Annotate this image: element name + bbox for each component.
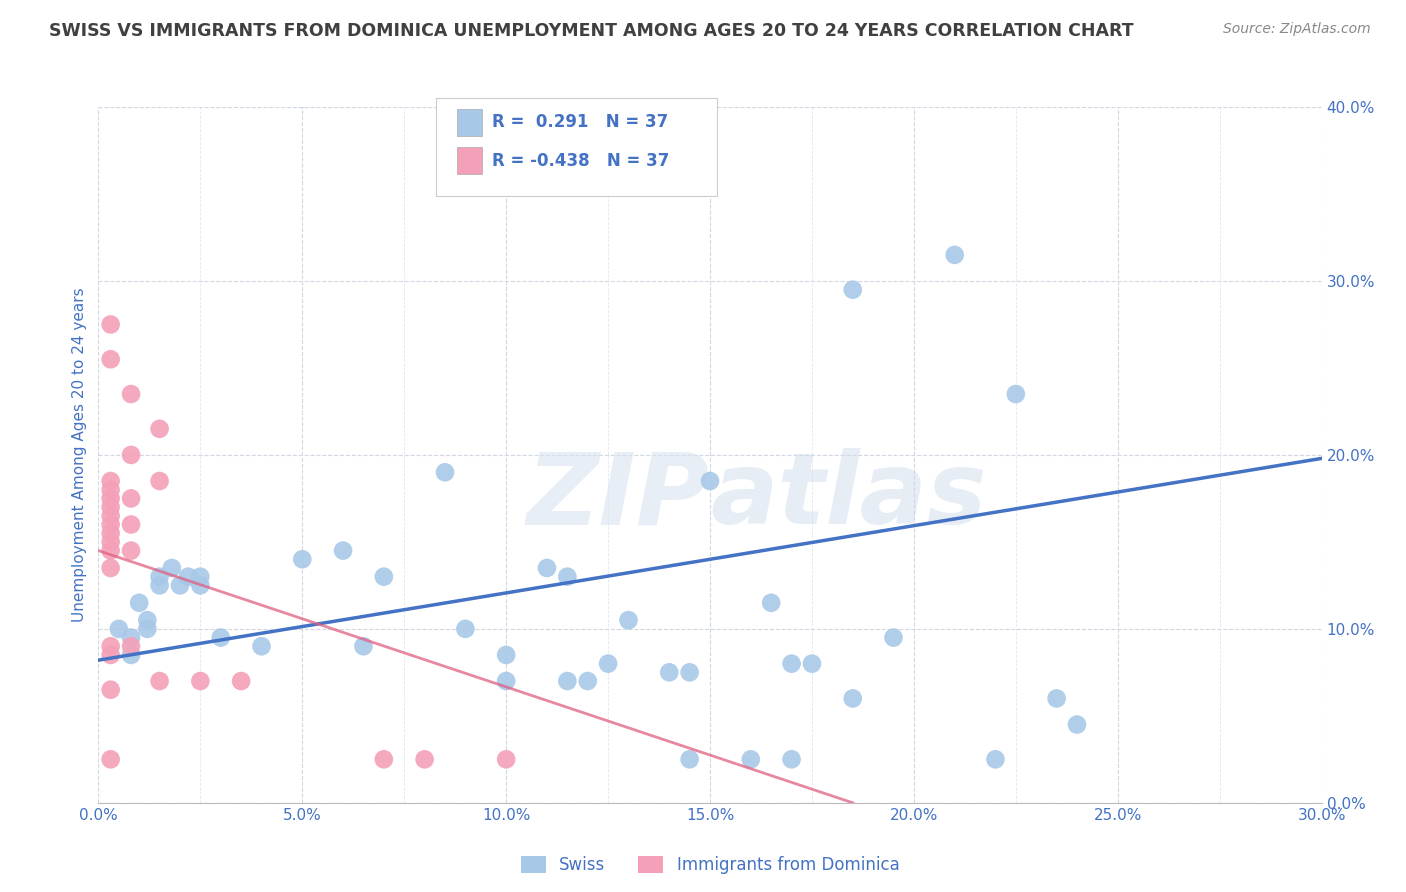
Point xyxy=(943,248,966,262)
Point xyxy=(100,561,122,575)
Point xyxy=(160,561,183,575)
Point xyxy=(120,543,142,558)
Point xyxy=(495,752,517,766)
Point xyxy=(352,639,374,653)
Point xyxy=(841,283,863,297)
Point xyxy=(120,387,142,401)
Point xyxy=(120,448,142,462)
Point xyxy=(188,570,212,584)
Text: R =  0.291   N = 37: R = 0.291 N = 37 xyxy=(492,113,668,131)
Point xyxy=(188,674,212,689)
Point xyxy=(598,657,620,671)
Point xyxy=(883,631,905,645)
Point xyxy=(100,639,122,653)
Point xyxy=(495,674,517,689)
Point xyxy=(536,561,558,575)
Point xyxy=(332,543,354,558)
Point xyxy=(250,639,273,653)
Point xyxy=(100,491,122,506)
Y-axis label: Unemployment Among Ages 20 to 24 years: Unemployment Among Ages 20 to 24 years xyxy=(72,287,87,623)
Point xyxy=(801,657,824,671)
Point xyxy=(373,570,395,584)
Point xyxy=(617,613,640,627)
Point xyxy=(658,665,681,680)
Point xyxy=(434,466,457,480)
Point xyxy=(679,752,702,766)
Point xyxy=(841,691,863,706)
Point xyxy=(149,422,172,436)
Point xyxy=(177,570,200,584)
Point xyxy=(149,578,172,592)
Text: SWISS VS IMMIGRANTS FROM DOMINICA UNEMPLOYMENT AMONG AGES 20 TO 24 YEARS CORRELA: SWISS VS IMMIGRANTS FROM DOMINICA UNEMPL… xyxy=(49,22,1133,40)
Point xyxy=(555,570,579,584)
Legend: Swiss, Immigrants from Dominica: Swiss, Immigrants from Dominica xyxy=(520,856,900,874)
Point xyxy=(231,674,253,689)
Point xyxy=(454,622,477,636)
Point xyxy=(169,578,191,592)
Point xyxy=(120,648,142,662)
Text: Source: ZipAtlas.com: Source: ZipAtlas.com xyxy=(1223,22,1371,37)
Point xyxy=(149,570,172,584)
Point xyxy=(100,508,122,523)
Point xyxy=(1004,387,1026,401)
Point xyxy=(100,352,122,367)
Point xyxy=(120,631,142,645)
Point xyxy=(761,596,783,610)
Point xyxy=(291,91,314,105)
Point xyxy=(679,665,702,680)
Point xyxy=(100,474,122,488)
Point xyxy=(495,648,517,662)
Text: ZIP: ZIP xyxy=(527,448,710,545)
Point xyxy=(100,752,122,766)
Point xyxy=(100,543,122,558)
Point xyxy=(108,622,131,636)
Point xyxy=(136,622,159,636)
Point xyxy=(188,578,212,592)
Point xyxy=(149,474,172,488)
Point xyxy=(209,631,232,645)
Point xyxy=(120,639,142,653)
Text: atlas: atlas xyxy=(710,448,987,545)
Point xyxy=(780,657,803,671)
Point xyxy=(780,752,803,766)
Point xyxy=(100,534,122,549)
Point xyxy=(100,526,122,541)
Point xyxy=(120,517,142,532)
Point xyxy=(413,752,436,766)
Point xyxy=(100,500,122,514)
Point xyxy=(984,752,1007,766)
Point xyxy=(555,674,579,689)
Point xyxy=(100,682,122,697)
Point xyxy=(740,752,762,766)
Point xyxy=(100,318,122,332)
Point xyxy=(100,517,122,532)
Point xyxy=(291,552,314,566)
Point xyxy=(576,674,599,689)
Point xyxy=(699,474,721,488)
Point xyxy=(1045,691,1069,706)
Point xyxy=(373,752,395,766)
Point xyxy=(136,613,159,627)
Point xyxy=(120,491,142,506)
Point xyxy=(128,596,150,610)
Point xyxy=(149,674,172,689)
Point xyxy=(100,483,122,497)
Point xyxy=(1066,717,1088,731)
Point xyxy=(100,648,122,662)
Text: R = -0.438   N = 37: R = -0.438 N = 37 xyxy=(492,152,669,169)
